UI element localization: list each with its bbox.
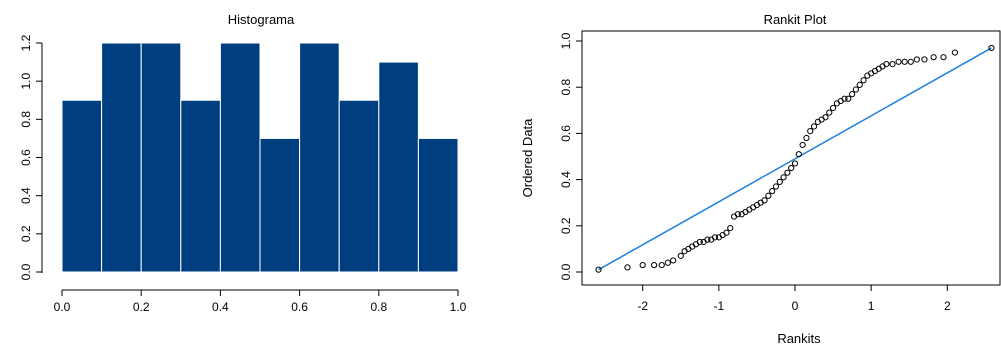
rankit-title: Rankit Plot [764,12,827,27]
rankit-y-tick-label: 0.0 [559,263,573,280]
rankit-point [856,81,863,88]
rankit-point [776,178,783,186]
histogram-bar [259,137,301,273]
rankit-y-tick-label: 0.8 [559,79,573,96]
rankit-point [670,257,677,264]
rankit-panel: Rankit Plot 0.0 0.2 0.4 0.6 0.8 1.0 -2 -1 0 1 2 R… [520,12,1001,346]
rankit-plot-frame [581,30,1001,286]
histogram-y-tick-label: 0.8 [19,111,33,128]
rankit-point [901,58,908,65]
rankit-y-tick-label: 1.0 [559,32,573,49]
histogram-bar [417,137,459,273]
rankit-x-tick-label: 2 [944,299,951,313]
rankit-x-tick-label: -2 [637,299,648,313]
rankit-point [849,91,856,98]
histogram-bar [299,42,340,273]
rankit-point [988,44,995,52]
rankit-point [711,234,719,241]
histogram-bars [61,42,459,273]
rankit-point [727,225,734,232]
histogram-y-tick-label: 0.0 [19,263,33,280]
histogram-y-tick-label: 0.2 [19,225,33,242]
histogram-x-tick-label: 0.4 [212,300,229,314]
rankit-point [658,261,665,269]
rankit-point [860,77,867,84]
rankit-point [791,160,799,167]
rankit-point [803,134,810,142]
rankit-point [883,61,890,68]
histogram-x-tick-label: 0.8 [370,300,387,314]
histogram-y-tick-label: 0.4 [19,187,33,204]
rankit-point [807,127,814,135]
rankit-point [784,169,791,176]
rankit-point [765,192,772,199]
rankit-point [772,183,780,190]
rankit-y-ticks: 0.0 0.2 0.4 0.6 0.8 1.0 [559,32,582,280]
rankit-point [913,56,920,63]
rankit-y-tick-label: 0.2 [559,217,573,234]
histogram-bar [140,42,182,273]
histogram-bar [378,61,419,273]
histogram-bar [61,99,103,273]
rankit-point [841,95,848,102]
histogram-x-tick-label: 1.0 [450,300,467,314]
rankit-point [822,114,829,121]
rankit-point [696,238,703,246]
rankit-x-tick-label: 0 [792,299,799,313]
rankit-point [788,164,795,172]
histogram-bar [101,42,142,273]
rankit-point [826,109,833,116]
rankit-x-axis-label: Rankits [777,331,821,346]
rankit-point [810,123,818,130]
rankit-point [651,261,658,269]
histogram-x-tick-label: 0.2 [133,300,150,314]
rankit-y-axis-label: Ordered Data [520,118,535,198]
histogram-y-tick-label: 1.2 [19,34,33,51]
rankit-point [829,104,837,112]
rankit-point [845,95,852,102]
rankit-y-tick-label: 0.6 [559,125,573,142]
rankit-point [889,61,896,68]
rankit-point [795,151,802,158]
rankit-x-tick-label: -1 [714,299,725,313]
rankit-point [595,266,602,273]
rankit-points [595,44,995,273]
rankit-point [940,54,947,61]
rankit-point [723,229,730,236]
rankit-point [799,141,806,149]
rankit-point [930,54,937,61]
rankit-point [624,264,631,271]
rankit-point [852,86,860,93]
rankit-point [895,58,902,65]
rankit-point [704,236,711,243]
rankit-point [951,49,959,56]
rankit-point [780,174,787,181]
histogram-x-tick-label: 0.0 [54,300,71,314]
histogram-x-tick-label: 0.6 [291,300,308,314]
histogram-y-ticks: 0.0 0.2 0.4 0.6 0.8 1.0 1.2 [19,34,42,280]
rankit-y-tick-label: 0.4 [559,171,573,188]
histogram-y-tick-label: 1.0 [19,73,33,90]
rankit-point [921,56,928,63]
rankit-point [907,58,914,65]
histogram-title: Histograma [228,12,295,27]
rankit-point [639,261,646,269]
rankit-point [664,259,671,266]
histogram-y-tick-label: 0.6 [19,149,33,166]
histogram-x-ticks: 0.0 0.2 0.4 0.6 0.8 1.0 [54,290,467,314]
histogram-panel: Histograma 0.00.20.40.60.81.01.2 0.0 0.2 0… [19,12,467,314]
histogram-bar [338,99,380,273]
histogram-bar [219,42,261,273]
rankit-point [769,188,776,195]
rankit-reference-line [598,47,992,271]
histogram-bar [180,99,221,273]
rankit-point [734,211,741,218]
rankit-x-ticks: -2 -1 0 1 2 [637,285,951,313]
rankit-point [761,197,768,204]
rankit-x-tick-label: 1 [868,299,875,313]
rankit-point [677,252,684,259]
